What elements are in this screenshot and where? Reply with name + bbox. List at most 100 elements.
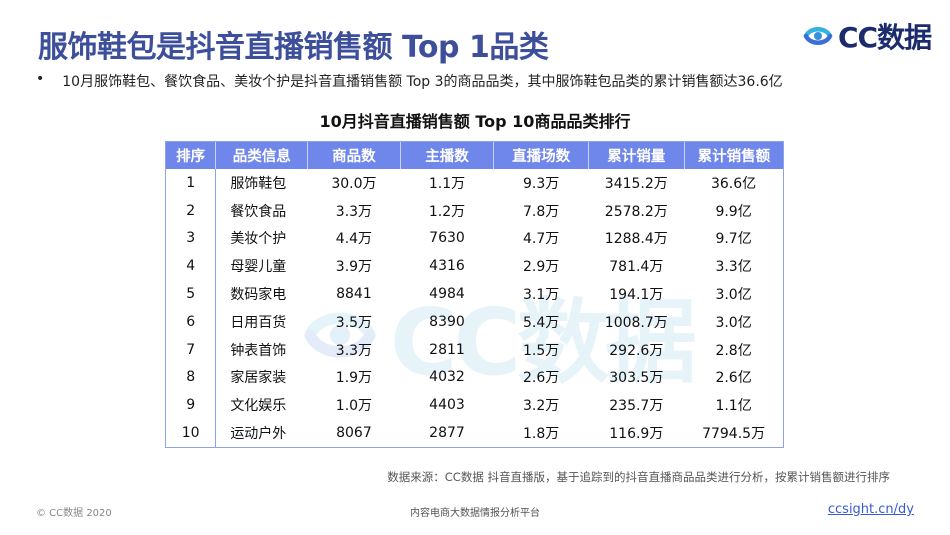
- cell-volume: 2578.2万: [604, 203, 668, 220]
- cell-sales: 2.6亿: [715, 370, 752, 387]
- footer-copyright: © CC数据 2020: [36, 508, 112, 519]
- cell-volume: 3415.2万: [604, 175, 668, 192]
- cell-volume: 194.1万: [609, 287, 664, 304]
- cell-sessions: 9.3万: [522, 175, 560, 192]
- page-title: 服饰鞋包是抖音直播销售额 Top 1品类: [38, 30, 549, 65]
- col-sales: 累计销售额: [683, 142, 783, 169]
- cell-rank: 1: [186, 174, 196, 191]
- cell-sales: 1.1亿: [715, 398, 752, 415]
- data-source-note: 数据来源：CC数据 抖音直播版，基于追踪到的抖音直播商品品类进行分析，按累计销售…: [387, 470, 890, 484]
- col-rank: 排序: [166, 142, 216, 169]
- summary-bullet: • 10月服饰鞋包、餐饮食品、美妆个护是抖音直播销售额 Top 3的商品品类，其…: [36, 71, 783, 91]
- cell-sales: 36.6亿: [710, 175, 757, 192]
- cell-sessions: 2.9万: [522, 259, 560, 276]
- cell-streamers: 4403: [429, 397, 465, 414]
- col-sessions: 直播场数: [493, 142, 589, 169]
- table-row: 3 美妆个护 4.4万 7630 4.7万 1288.4万 9.7亿: [166, 224, 783, 253]
- cell-category: 运动户外: [215, 419, 308, 447]
- table-row: 2 餐饮食品 3.3万 1.2万 7.8万 2578.2万 9.9亿: [166, 196, 783, 225]
- cell-products: 3.3万: [335, 203, 373, 220]
- table-row: 1 服饰鞋包 30.0万 1.1万 9.3万 3415.2万 36.6亿: [166, 169, 783, 197]
- col-category: 品类信息: [215, 142, 308, 169]
- cell-streamers: 1.2万: [428, 203, 466, 220]
- cell-rank: 3: [186, 230, 196, 247]
- cell-sales: 3.0亿: [715, 314, 752, 331]
- cell-products: 3.3万: [335, 342, 373, 359]
- cell-streamers: 7630: [429, 230, 465, 247]
- cell-category: 餐饮食品: [215, 196, 308, 225]
- cell-streamers: 4316: [429, 258, 465, 275]
- cell-streamers: 1.1万: [428, 175, 466, 192]
- cell-category: 美妆个护: [215, 224, 308, 253]
- cell-rank: 10: [181, 425, 200, 442]
- cell-volume: 781.4万: [609, 259, 664, 276]
- cell-streamers: 2811: [429, 341, 465, 358]
- cell-rank: 8: [186, 369, 196, 386]
- bullet-marker: •: [36, 71, 45, 87]
- table-row: 6 日用百货 3.5万 8390 5.4万 1008.7万 3.0亿: [166, 307, 783, 336]
- cell-sales: 3.3亿: [715, 259, 752, 276]
- cell-rank: 9: [186, 397, 196, 414]
- cell-streamers: 4984: [429, 286, 465, 303]
- cell-products: 1.0万: [335, 398, 373, 415]
- cell-category: 服饰鞋包: [215, 169, 308, 197]
- table-header-row: 排序 品类信息 商品数 主播数 直播场数 累计销量 累计销售额: [166, 142, 783, 169]
- cell-sales: 2.8亿: [715, 342, 752, 359]
- cell-rank: 5: [186, 286, 196, 303]
- logo-text: CC数据: [838, 21, 932, 54]
- table-row: 5 数码家电 8841 4984 3.1万 194.1万 3.0亿: [166, 280, 783, 308]
- cell-sessions: 5.4万: [522, 314, 560, 331]
- cell-sessions: 4.7万: [522, 231, 560, 248]
- cell-products: 3.5万: [335, 314, 373, 331]
- cell-category: 母婴儿童: [215, 252, 308, 281]
- cell-rank: 4: [186, 258, 196, 275]
- footer-link[interactable]: ccsight.cn/dy: [827, 502, 914, 517]
- cell-products: 8067: [336, 425, 372, 442]
- cell-category: 数码家电: [215, 280, 308, 308]
- cell-sessions: 2.6万: [522, 370, 560, 387]
- table-row: 4 母婴儿童 3.9万 4316 2.9万 781.4万 3.3亿: [166, 252, 783, 281]
- cell-sessions: 3.2万: [522, 398, 560, 415]
- cell-rank: 7: [186, 341, 196, 358]
- cell-category: 钟表首饰: [215, 335, 308, 364]
- cell-rank: 6: [186, 313, 196, 330]
- cell-sales: 9.9亿: [715, 203, 752, 220]
- cell-sessions: 3.1万: [522, 287, 560, 304]
- cell-sessions: 1.8万: [522, 426, 560, 443]
- cell-streamers: 8390: [429, 313, 465, 330]
- table-row: 9 文化娱乐 1.0万 4403 3.2万 235.7万 1.1亿: [166, 391, 783, 420]
- cell-products: 30.0万: [331, 175, 377, 192]
- cell-streamers: 4032: [429, 369, 465, 386]
- cell-sales: 3.0亿: [715, 287, 752, 304]
- col-streamers: 主播数: [399, 142, 494, 169]
- cell-sales: 9.7亿: [715, 231, 752, 248]
- col-products: 商品数: [307, 142, 401, 169]
- cell-category: 文化娱乐: [215, 391, 308, 420]
- table-row: 7 钟表首饰 3.3万 2811 1.5万 292.6万 2.8亿: [166, 335, 783, 364]
- cell-category: 日用百货: [215, 307, 308, 336]
- cell-products: 8841: [336, 286, 372, 303]
- col-volume: 累计销量: [587, 142, 685, 169]
- cell-volume: 235.7万: [609, 398, 664, 415]
- cell-streamers: 2877: [429, 425, 465, 442]
- table-row: 10 运动户外 8067 2877 1.8万 116.9万 7794.5万: [166, 419, 783, 447]
- table-row: 8 家居家装 1.9万 4032 2.6万 303.5万 2.6亿: [166, 363, 783, 392]
- cell-volume: 1288.4万: [604, 231, 668, 248]
- cell-sessions: 1.5万: [522, 342, 560, 359]
- cell-volume: 116.9万: [609, 426, 664, 443]
- cell-sales: 7794.5万: [702, 426, 766, 443]
- cc-logo-icon: [803, 27, 833, 45]
- ranking-table: 排序 品类信息 商品数 主播数 直播场数 累计销量 累计销售额 1 服饰鞋包 3…: [165, 141, 784, 448]
- cell-products: 3.9万: [335, 259, 373, 276]
- cell-products: 1.9万: [335, 370, 373, 387]
- cell-volume: 292.6万: [609, 342, 664, 359]
- footer-platform: 内容电商大数据情报分析平台: [410, 508, 540, 519]
- cell-sessions: 7.8万: [522, 203, 560, 220]
- cell-products: 4.4万: [335, 231, 373, 248]
- cell-volume: 1008.7万: [604, 314, 668, 331]
- table-title: 10月抖音直播销售额 Top 10商品品类排行: [319, 112, 631, 131]
- brand-logo: CC数据: [802, 16, 932, 56]
- summary-text: 10月服饰鞋包、餐饮食品、美妆个护是抖音直播销售额 Top 3的商品品类，其中服…: [62, 74, 783, 90]
- cell-rank: 2: [186, 202, 196, 219]
- cell-category: 家居家装: [215, 363, 308, 392]
